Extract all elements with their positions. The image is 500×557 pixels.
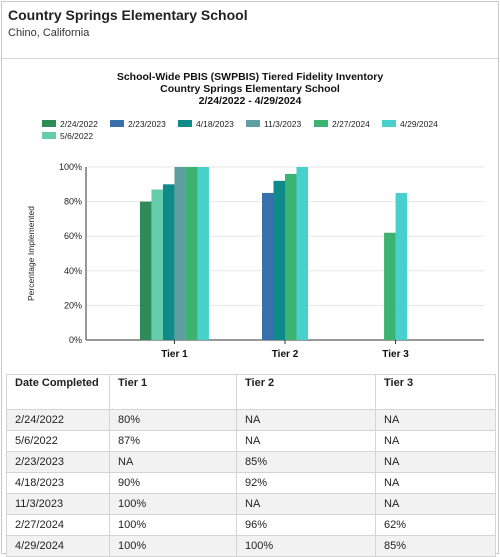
chart-title-line: School-Wide PBIS (SWPBIS) Tiered Fidelit…: [117, 71, 383, 83]
y-tick-label: 100%: [59, 162, 82, 172]
chart-container: School-Wide PBIS (SWPBIS) Tiered Fidelit…: [2, 60, 498, 372]
legend-swatch: [42, 132, 56, 139]
report-header: Country Springs Elementary School Chino,…: [2, 2, 498, 59]
header-tier-2: Tier 2: [236, 374, 376, 410]
school-name: Country Springs Elementary School: [8, 7, 248, 23]
cell-date: 2/27/2024: [6, 514, 110, 536]
legend-label: 4/18/2023: [196, 119, 234, 129]
cell-tier-3: NA: [375, 409, 496, 431]
bar: [162, 184, 175, 340]
cell-tier-2: 100%: [236, 535, 376, 557]
legend-swatch: [314, 120, 328, 127]
cell-tier-3: 62%: [375, 514, 496, 536]
legend-label: 4/29/2024: [400, 119, 438, 129]
table-row: 11/3/2023 100% NA NA: [6, 493, 496, 515]
legend-swatch: [246, 120, 260, 127]
legend-swatch: [178, 120, 192, 127]
school-location: Chino, California: [8, 27, 90, 39]
y-tick-label: 80%: [64, 197, 82, 207]
table-row: 2/24/2022 80% NA NA: [6, 409, 496, 431]
cell-tier-1: 100%: [109, 514, 237, 536]
y-tick-label: 20%: [64, 300, 82, 310]
y-axis-title: Percentage Implemented: [26, 206, 36, 301]
cell-tier-1: NA: [109, 451, 237, 473]
cell-tier-3: NA: [375, 472, 496, 494]
bar: [174, 167, 186, 340]
header-tier-3: Tier 3: [375, 374, 496, 410]
legend-label: 2/27/2024: [332, 119, 370, 129]
cell-tier-3: NA: [375, 430, 496, 452]
cell-tier-3: NA: [375, 493, 496, 515]
cell-tier-2: NA: [236, 409, 376, 431]
cell-date: 4/29/2024: [6, 535, 110, 557]
legend-swatch: [110, 120, 124, 127]
cell-date: 2/24/2022: [6, 409, 110, 431]
bar: [285, 173, 297, 340]
bar: [384, 232, 396, 340]
tfi-bar-chart: School-Wide PBIS (SWPBIS) Tiered Fidelit…: [26, 71, 484, 360]
x-tick-label: Tier 2: [272, 349, 299, 360]
x-tick-label: Tier 3: [382, 349, 409, 360]
header-date-completed: Date Completed: [6, 374, 110, 410]
cell-date: 4/18/2023: [6, 472, 110, 494]
table-row: 2/23/2023 NA 85% NA: [6, 451, 496, 473]
table-header-row: Date Completed Tier 1 Tier 2 Tier 3: [6, 374, 496, 410]
cell-tier-3: NA: [375, 451, 496, 473]
cell-tier-2: 96%: [236, 514, 376, 536]
cell-tier-2: 85%: [236, 451, 376, 473]
x-tick-label: Tier 1: [161, 349, 188, 360]
legend-label: 11/3/2023: [264, 119, 301, 129]
y-tick-label: 40%: [64, 266, 82, 276]
results-table: Date Completed Tier 1 Tier 2 Tier 3 2/24…: [6, 374, 496, 557]
bar: [296, 167, 308, 340]
legend-label: 5/6/2022: [60, 131, 93, 141]
cell-date: 2/23/2023: [6, 451, 110, 473]
table-row: 4/18/2023 90% 92% NA: [6, 472, 496, 494]
legend-swatch: [42, 120, 56, 127]
chart-title-line: Country Springs Elementary School: [160, 83, 340, 95]
cell-tier-1: 87%: [109, 430, 237, 452]
results-table-container: Date Completed Tier 1 Tier 2 Tier 3 2/24…: [6, 374, 496, 557]
cell-tier-1: 90%: [109, 472, 237, 494]
cell-tier-1: 80%: [109, 409, 237, 431]
cell-date: 5/6/2022: [6, 430, 110, 452]
table-row: 4/29/2024 100% 100% 85%: [6, 535, 496, 557]
bar: [395, 192, 408, 340]
cell-tier-2: NA: [236, 430, 376, 452]
bar: [185, 167, 198, 340]
cell-date: 11/3/2023: [6, 493, 110, 515]
y-tick-label: 0%: [69, 335, 82, 345]
bar: [139, 201, 152, 340]
legend-label: 2/23/2023: [128, 119, 166, 129]
bar: [151, 189, 163, 340]
legend-swatch: [382, 120, 396, 127]
bar: [262, 192, 274, 340]
header-tier-1: Tier 1: [109, 374, 237, 410]
cell-tier-2: NA: [236, 493, 376, 515]
table-row: 5/6/2022 87% NA NA: [6, 430, 496, 452]
y-tick-label: 60%: [64, 231, 82, 241]
cell-tier-2: 92%: [236, 472, 376, 494]
bar: [273, 180, 285, 340]
chart-title-line: 2/24/2022 - 4/29/2024: [199, 95, 302, 107]
cell-tier-3: 85%: [375, 535, 496, 557]
cell-tier-1: 100%: [109, 535, 237, 557]
cell-tier-1: 100%: [109, 493, 237, 515]
legend-label: 2/24/2022: [60, 119, 98, 129]
bar: [197, 167, 209, 340]
table-row: 2/27/2024 100% 96% 62%: [6, 514, 496, 536]
